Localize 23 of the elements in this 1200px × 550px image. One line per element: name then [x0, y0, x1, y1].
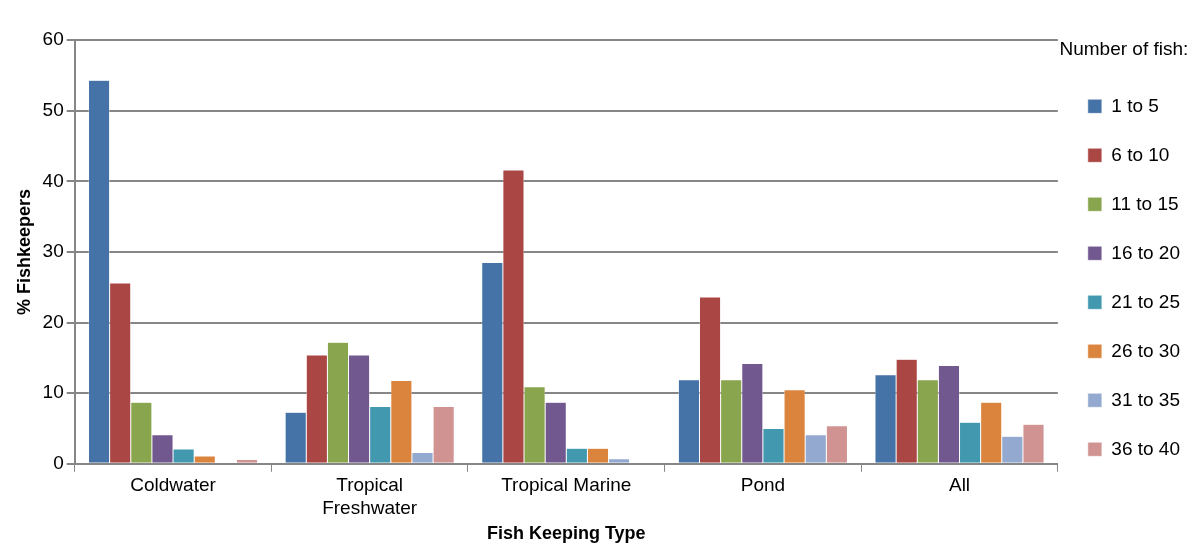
y-tick-label: 30: [42, 240, 64, 262]
legend-label: 21 to 25: [1111, 290, 1180, 312]
y-tick-label: 40: [42, 169, 64, 191]
y-tick-label: 20: [42, 310, 64, 332]
legend-label: 26 to 30: [1111, 339, 1180, 361]
x-tick-label: Coldwater: [130, 474, 217, 496]
y-tick-label: 10: [42, 381, 64, 403]
legend-label: 11 to 15: [1111, 192, 1179, 214]
legend-title: Number of fish:: [1059, 37, 1189, 59]
y-tick-label: 60: [42, 28, 64, 50]
legend-label: 1 to 5: [1111, 94, 1159, 116]
x-tick-label: All: [948, 474, 971, 496]
legend-label: 16 to 20: [1111, 241, 1180, 263]
x-axis-title: Fish Keeping Type: [486, 523, 646, 544]
legend-label: 36 to 40: [1111, 437, 1180, 459]
y-tick-label: 0: [53, 452, 64, 474]
y-axis-title: % Fishkeepers: [13, 188, 34, 315]
legend-label: 31 to 35: [1111, 388, 1180, 410]
x-tick-label: Tropical Freshwater: [322, 474, 418, 519]
x-tick-label: Tropical Marine: [501, 474, 632, 496]
legend-label: 6 to 10: [1111, 143, 1170, 165]
x-tick-label: Pond: [740, 474, 786, 496]
y-tick-label: 50: [42, 98, 64, 120]
